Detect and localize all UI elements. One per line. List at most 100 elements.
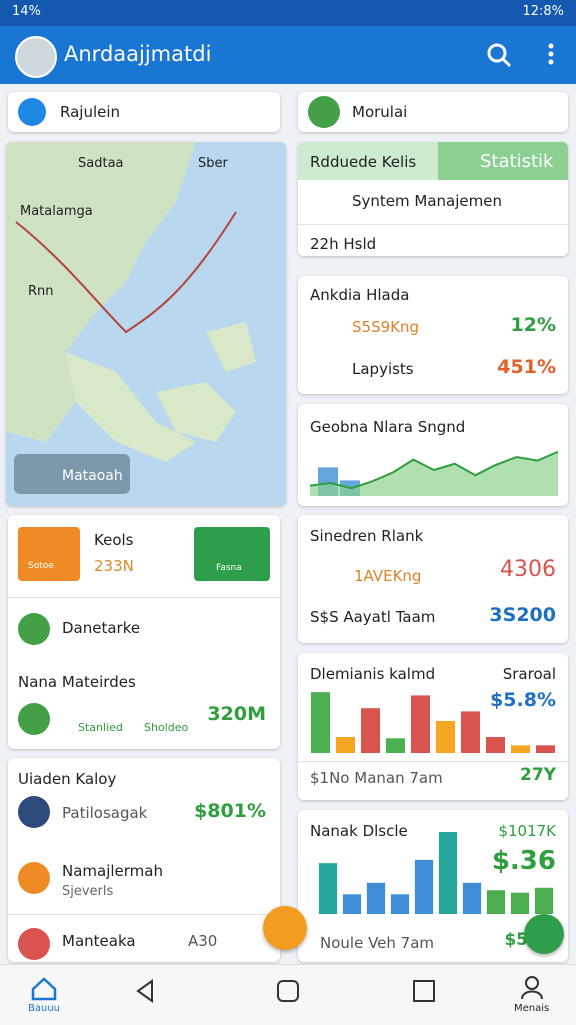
bar [318,863,338,914]
footer: Noule Veh 7am [320,934,435,952]
card-title: Sinedren Rlank [310,527,424,545]
bar [414,859,434,914]
bar [366,882,386,914]
bar [386,738,405,753]
card-value-big: $.36 [491,846,556,876]
button[interactable]: Sotoe [18,527,80,581]
bar [486,890,506,914]
nav-label[interactable]: Bauuu [28,1003,61,1014]
button-value: 233N [94,557,134,575]
row-value: 451% [497,356,556,378]
search-box[interactable]: Rajulein [8,92,280,132]
list-card: Uiaden Kaloy Patilosagak $801% Namajlerm… [8,758,280,962]
bar [411,695,430,753]
row-label[interactable]: Syntem Manajemen [352,192,502,210]
status-bar: 14% 12:8% [0,0,576,26]
row-label[interactable]: Danetarke [62,619,141,637]
home-button[interactable] [276,979,300,1003]
rank-card: Sinedren Rlank 1AVEKng 4306 S$S Aayatl T… [298,515,568,643]
card-title: Dlemianis kalmd [310,665,436,683]
fab[interactable] [524,914,564,954]
bar [438,832,458,914]
time: 12:8% [522,4,564,19]
card-title: Geobna Nlara Sngnd [310,418,466,436]
card-title: Rdduede Kelis [310,153,417,171]
map-label: Matalamga [20,204,93,219]
map-button[interactable]: Mataoah [62,468,123,484]
section-title: Nana Mateirdes [18,673,136,691]
bar [534,887,554,914]
nav-label[interactable]: Menais [514,1003,550,1014]
row-label: 1AVEKng [354,567,422,585]
row-label[interactable]: Namajlermah [62,862,163,880]
growth-card: Ankdia Hlada S5S9Kng 12% Lapyists 451% [298,276,568,394]
profile-icon[interactable] [520,975,544,1001]
card-title: Nanak Dlscle [310,822,408,840]
bar [342,894,362,914]
row-label: S$S Aayatl Taam [310,608,436,626]
line [310,450,558,490]
item: Sholdeo [144,721,189,734]
fab[interactable] [263,906,307,950]
more-icon[interactable] [546,42,556,68]
battery: 14% [12,4,41,19]
row-value: A30 [188,932,218,950]
action-card: Sotoe Keols 233N Fasna Danetarke Nana Ma… [8,515,280,749]
item: Stanlied [78,721,123,734]
row-value: $801% [194,800,266,822]
map-label: Sber [198,156,228,171]
area [310,451,558,496]
search-text: Morulai [352,103,408,121]
card-title: Ankdia Hlada [310,286,410,304]
button-label: Fasna [216,563,242,573]
avatar[interactable] [15,36,57,78]
back-icon[interactable] [134,979,156,1003]
map-card[interactable]: Sadtaa Sber Matalamga Rnn Mataoah [6,142,286,506]
nav-bar: Bauuu Menais [0,964,576,1025]
footer-value: $5 [504,930,528,950]
search-icon[interactable] [486,42,512,68]
bar [361,708,380,753]
bars-card: Nanak Dlscle $1017K $.36 Noule Veh 7am $… [298,810,568,962]
stats-card: Rdduede Kelis Statistik Syntem Manajemen… [298,142,568,256]
map-label: Rnn [28,284,54,299]
row-label: Lapyists [352,360,414,378]
button[interactable]: Fasna [194,527,270,581]
search-text: Rajulein [60,103,121,121]
card-title: Uiaden Kaloy [18,770,117,788]
bar-chart [318,832,554,914]
bar [461,711,480,753]
row-label[interactable]: 22h Hsld [310,235,377,253]
row-value: 4306 [500,557,556,582]
bar [511,745,530,753]
bar [462,882,482,914]
row-label: S5S9Kng [352,318,419,336]
bar [436,721,455,753]
app-bar: Anrdaajjmatdi [0,26,576,84]
home-icon[interactable] [30,977,58,1001]
bar [510,892,530,914]
button-label: Sotoe [28,561,54,571]
bars-card: Dlemianis kalmd Sraroal $5.8% $1No Manan… [298,653,568,800]
footer-value: 27Y [520,765,556,785]
total: 320M [207,703,266,725]
row-value: 12% [510,314,556,336]
trend-chart [310,450,558,496]
bar [311,692,330,753]
bar [536,745,555,753]
bar [390,894,410,914]
row-label[interactable]: Patilosagak [62,804,148,822]
row-value: 3S200 [489,604,556,626]
card-value: $5.8% [490,689,556,711]
trend-card: Geobna Nlara Sngnd [298,404,568,506]
bar [336,737,355,753]
card-tag: Sraroal [502,665,556,683]
bar-chart [311,692,555,753]
bar [486,737,505,753]
app-title: Anrdaajjmatdi [64,42,212,66]
map [6,142,286,506]
recent-button[interactable] [412,979,436,1003]
search-box[interactable]: Morulai [298,92,568,132]
row-label[interactable]: Manteaka [62,932,136,950]
